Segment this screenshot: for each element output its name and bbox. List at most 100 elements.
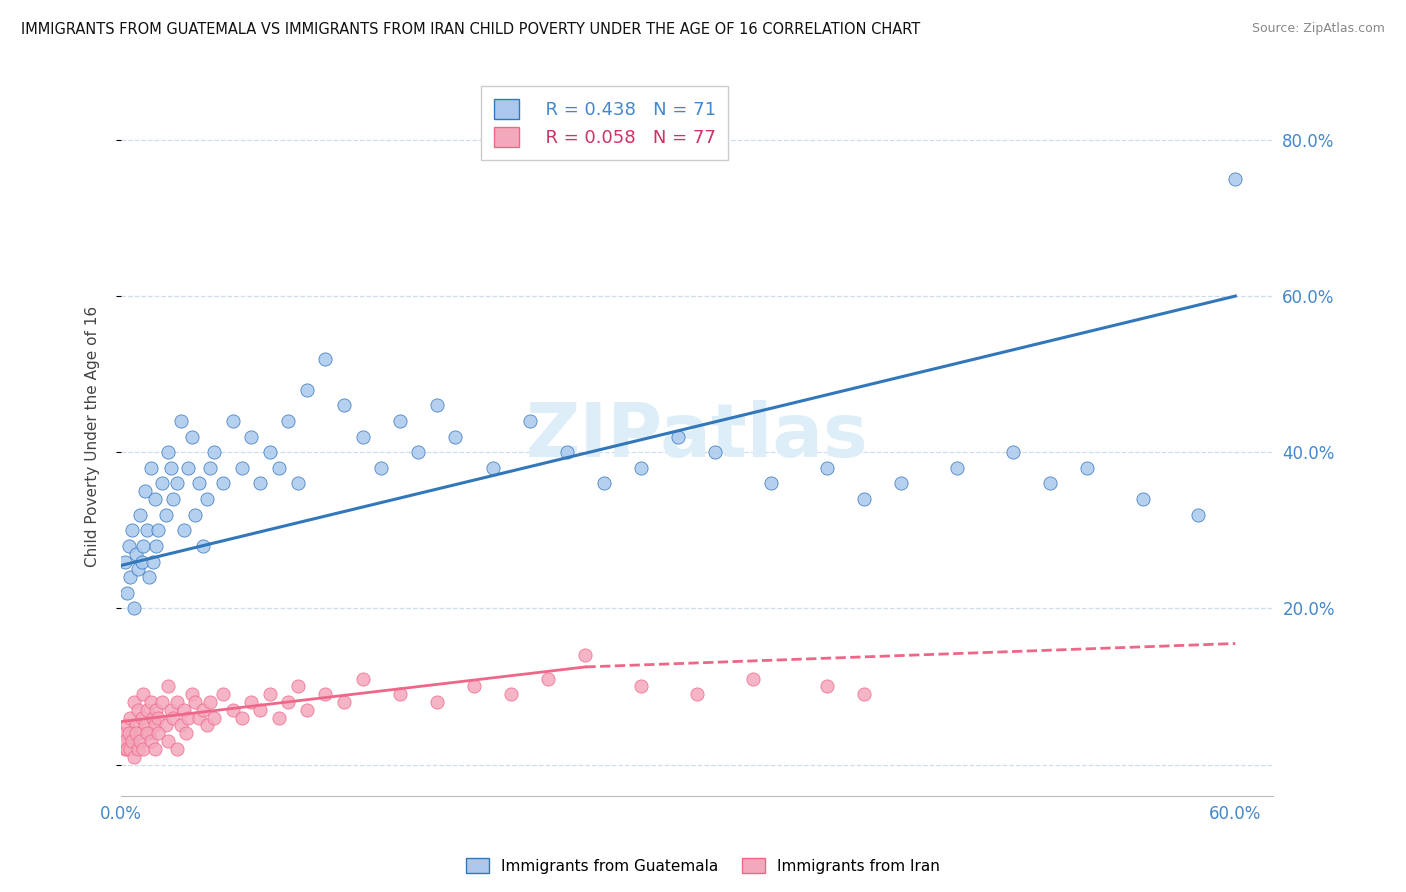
Point bbox=[150, 476, 173, 491]
Point bbox=[295, 383, 318, 397]
Point bbox=[121, 726, 143, 740]
Point bbox=[295, 703, 318, 717]
Point bbox=[686, 687, 709, 701]
Point bbox=[117, 726, 139, 740]
Point bbox=[148, 523, 170, 537]
Point bbox=[180, 687, 202, 701]
Point bbox=[501, 687, 523, 701]
Point bbox=[121, 523, 143, 537]
Point bbox=[231, 711, 253, 725]
Point bbox=[741, 672, 763, 686]
Point bbox=[127, 742, 149, 756]
Point bbox=[1132, 491, 1154, 506]
Point bbox=[136, 703, 159, 717]
Point bbox=[388, 687, 411, 701]
Point bbox=[333, 695, 356, 709]
Point bbox=[114, 555, 136, 569]
Point bbox=[426, 398, 449, 412]
Point bbox=[131, 711, 153, 725]
Point bbox=[1225, 172, 1247, 186]
Text: IMMIGRANTS FROM GUATEMALA VS IMMIGRANTS FROM IRAN CHILD POVERTY UNDER THE AGE OF: IMMIGRANTS FROM GUATEMALA VS IMMIGRANTS … bbox=[21, 22, 921, 37]
Point bbox=[138, 570, 160, 584]
Point bbox=[333, 398, 356, 412]
Point bbox=[142, 711, 165, 725]
Point bbox=[169, 718, 191, 732]
Point bbox=[125, 726, 148, 740]
Point bbox=[180, 429, 202, 443]
Point bbox=[122, 695, 145, 709]
Point bbox=[249, 476, 271, 491]
Point bbox=[139, 695, 162, 709]
Point bbox=[155, 508, 177, 522]
Point bbox=[143, 491, 166, 506]
Point bbox=[212, 687, 235, 701]
Point bbox=[115, 586, 138, 600]
Point bbox=[173, 703, 195, 717]
Point bbox=[277, 414, 299, 428]
Point bbox=[132, 539, 155, 553]
Point bbox=[759, 476, 782, 491]
Point bbox=[195, 491, 218, 506]
Point bbox=[125, 547, 148, 561]
Point bbox=[1039, 476, 1062, 491]
Point bbox=[666, 429, 689, 443]
Point bbox=[481, 460, 503, 475]
Point bbox=[815, 460, 838, 475]
Point bbox=[202, 711, 225, 725]
Point bbox=[191, 703, 214, 717]
Point bbox=[184, 508, 207, 522]
Point bbox=[132, 742, 155, 756]
Point bbox=[287, 476, 309, 491]
Point bbox=[195, 718, 218, 732]
Point bbox=[166, 695, 188, 709]
Point bbox=[815, 680, 838, 694]
Point bbox=[148, 726, 170, 740]
Point bbox=[150, 695, 173, 709]
Point bbox=[160, 703, 183, 717]
Point bbox=[143, 742, 166, 756]
Point bbox=[388, 414, 411, 428]
Point bbox=[231, 460, 253, 475]
Point bbox=[287, 680, 309, 694]
Point bbox=[128, 508, 150, 522]
Point bbox=[136, 523, 159, 537]
Point bbox=[156, 680, 179, 694]
Point bbox=[115, 718, 138, 732]
Point bbox=[115, 742, 138, 756]
Point bbox=[314, 351, 336, 366]
Point bbox=[134, 718, 156, 732]
Point bbox=[188, 476, 211, 491]
Point bbox=[117, 539, 139, 553]
Point bbox=[174, 726, 197, 740]
Point bbox=[128, 734, 150, 748]
Point bbox=[155, 718, 177, 732]
Point bbox=[267, 711, 290, 725]
Point bbox=[240, 695, 263, 709]
Point bbox=[160, 460, 183, 475]
Point bbox=[111, 726, 134, 740]
Point bbox=[138, 726, 160, 740]
Point bbox=[122, 749, 145, 764]
Point bbox=[426, 695, 449, 709]
Point bbox=[406, 445, 429, 459]
Point bbox=[202, 445, 225, 459]
Point bbox=[200, 695, 222, 709]
Point bbox=[162, 491, 184, 506]
Point bbox=[166, 742, 188, 756]
Text: ZIPatlas: ZIPatlas bbox=[526, 401, 868, 473]
Point bbox=[890, 476, 912, 491]
Point bbox=[127, 562, 149, 576]
Point bbox=[120, 711, 142, 725]
Point bbox=[143, 718, 166, 732]
Point bbox=[139, 734, 162, 748]
Point bbox=[169, 414, 191, 428]
Point bbox=[120, 742, 142, 756]
Point bbox=[1001, 445, 1024, 459]
Point bbox=[177, 460, 200, 475]
Point bbox=[114, 742, 136, 756]
Point bbox=[148, 711, 170, 725]
Point bbox=[852, 687, 875, 701]
Point bbox=[188, 711, 211, 725]
Point bbox=[463, 680, 485, 694]
Point bbox=[519, 414, 541, 428]
